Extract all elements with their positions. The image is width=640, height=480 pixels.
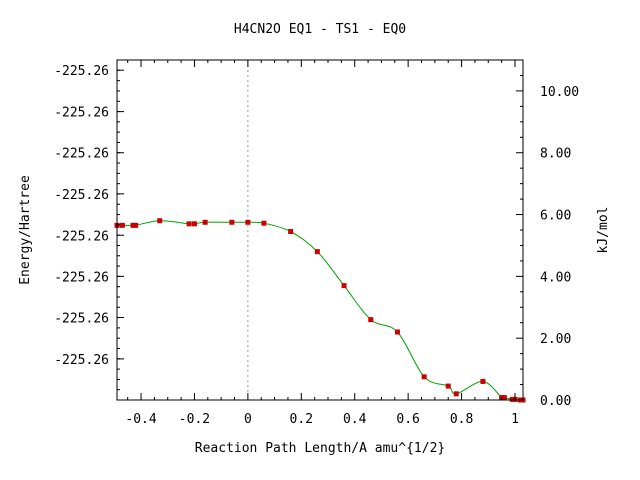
data-point-marker bbox=[191, 221, 197, 227]
x-tick-label: -0.2 bbox=[179, 412, 210, 427]
x-tick-label: 0.2 bbox=[290, 412, 313, 427]
x-tick-label: 0.8 bbox=[450, 412, 473, 427]
y2-axis-label: kJ/mol bbox=[596, 207, 611, 254]
data-point-marker bbox=[453, 391, 459, 397]
data-point-marker bbox=[186, 221, 192, 227]
data-point-marker bbox=[421, 374, 427, 380]
data-point-marker bbox=[509, 396, 515, 402]
chart-title: H4CN2O EQ1 - TS1 - EQ0 bbox=[234, 22, 406, 37]
y-left-tick-label: -225.26 bbox=[54, 229, 109, 244]
x-tick-label: 0 bbox=[244, 412, 252, 427]
y-left-tick-label: -225.26 bbox=[54, 64, 109, 79]
x-axis-label: Reaction Path Length/A amu^{1/2} bbox=[195, 441, 445, 456]
y-left-tick-label: -225.26 bbox=[54, 106, 109, 121]
data-point-marker bbox=[341, 283, 347, 289]
data-point-marker bbox=[501, 395, 507, 401]
data-point-marker bbox=[288, 229, 294, 235]
x-axis: -0.4 -0.2 0 0.2 0.4 0.6 0.8 1 bbox=[125, 60, 519, 427]
y-left-tick-label: -225.26 bbox=[54, 353, 109, 368]
data-points bbox=[114, 218, 526, 403]
y-left-tick-label: -225.26 bbox=[54, 188, 109, 203]
y-left-tick-label: -225.26 bbox=[54, 270, 109, 285]
x-tick-label: 0.6 bbox=[396, 412, 419, 427]
y-right-tick-label: 2.00 bbox=[540, 332, 571, 347]
y-axis-right: 0.00 2.00 4.00 6.00 8.00 10.00 bbox=[516, 74, 579, 409]
energy-curve bbox=[117, 220, 524, 401]
data-point-marker bbox=[314, 249, 320, 255]
data-point-marker bbox=[368, 317, 374, 323]
data-point-marker bbox=[202, 219, 208, 225]
y-right-tick-label: 0.00 bbox=[540, 394, 571, 409]
y-axis-label: Energy/Hartree bbox=[18, 175, 33, 285]
y-right-tick-label: 10.00 bbox=[540, 85, 579, 100]
y-left-tick-label: -225.26 bbox=[54, 311, 109, 326]
data-point-marker bbox=[157, 218, 163, 224]
data-point-marker bbox=[480, 378, 486, 384]
x-tick-label: 0.4 bbox=[343, 412, 367, 427]
x-tick-label: -0.4 bbox=[125, 412, 156, 427]
y-right-tick-label: 8.00 bbox=[540, 147, 571, 162]
y-right-tick-label: 4.00 bbox=[540, 270, 571, 285]
data-point-marker bbox=[445, 383, 451, 389]
data-point-marker bbox=[229, 219, 235, 225]
data-point-marker bbox=[394, 329, 400, 335]
data-point-marker bbox=[130, 222, 136, 228]
series-line bbox=[117, 220, 524, 401]
y-axis-left: -225.26 -225.26 -225.26 -225.26 -225.26 -225.… bbox=[54, 59, 124, 401]
plot-frame bbox=[116, 59, 524, 401]
data-point-marker bbox=[261, 220, 267, 226]
x-tick-label: 1 bbox=[511, 412, 519, 427]
y-right-tick-label: 6.00 bbox=[540, 209, 571, 224]
data-point-marker bbox=[245, 219, 251, 225]
data-point-marker bbox=[133, 222, 139, 228]
data-point-marker bbox=[119, 222, 125, 228]
y-left-tick-label: -225.26 bbox=[54, 147, 109, 162]
